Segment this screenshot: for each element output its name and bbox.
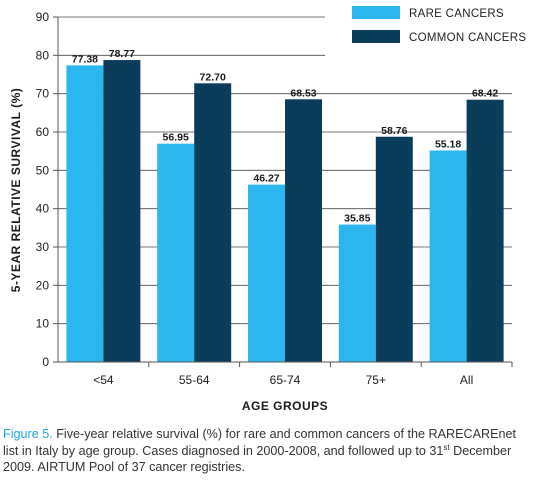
bars — [66, 60, 503, 362]
x-tick-label: 65-74 — [270, 373, 301, 387]
y-tick-label: 40 — [36, 202, 50, 216]
bar-common — [376, 137, 413, 362]
y-tick-label: 60 — [36, 125, 50, 139]
y-tick-labels: 0 10 20 30 40 50 60 70 80 90 — [36, 10, 50, 369]
y-tick-label: 70 — [36, 87, 50, 101]
y-tick-label: 90 — [36, 10, 50, 24]
data-label: 72.70 — [200, 71, 226, 83]
data-label: 46.27 — [253, 173, 279, 185]
bar-common — [285, 99, 322, 362]
data-label: 78.77 — [109, 48, 135, 60]
bar-common — [103, 60, 140, 362]
y-tick-label: 0 — [42, 355, 49, 369]
bar-chart: 77.38 78.77 56.95 72.70 46.27 68.53 35.85 58.76… — [0, 0, 550, 420]
x-tick-label: 55-64 — [179, 373, 210, 387]
bar-common — [467, 100, 504, 362]
x-tick-label: 75+ — [366, 373, 386, 387]
legend-label-rare: RARE CANCERS — [409, 8, 504, 20]
x-axis-title: AGE GROUPS — [242, 399, 328, 413]
bar-rare — [248, 185, 285, 362]
y-tick-label: 30 — [36, 240, 50, 254]
data-label: 77.38 — [72, 53, 98, 65]
legend-label-common: COMMON CANCERS — [409, 32, 526, 44]
legend-swatch-common — [352, 30, 400, 43]
x-tick-label: <54 — [93, 373, 114, 387]
y-tick-label: 10 — [36, 317, 50, 331]
bar-rare — [66, 65, 103, 362]
caption-line-3: 2009. AIRTUM Pool of 37 cancer registrie… — [3, 460, 245, 474]
data-label: 55.18 — [435, 138, 461, 150]
y-tick-label: 50 — [36, 163, 50, 177]
y-axis-title: 5-YEAR RELATIVE SURVIVAL (%) — [9, 88, 23, 292]
x-tick-labels: <54 55-64 65-74 75+ All — [93, 362, 512, 387]
data-label: 56.95 — [163, 132, 189, 144]
data-label: 68.42 — [472, 88, 498, 100]
caption-line-2a: list in Italy by age group. Cases diagno… — [3, 444, 443, 458]
data-label: 68.53 — [290, 87, 316, 99]
bar-rare — [430, 150, 467, 362]
caption-line-1: Five-year relative survival (%) for rare… — [56, 427, 516, 441]
y-tick-label: 20 — [36, 278, 50, 292]
figure-caption: Figure 5. Five-year relative survival (%… — [3, 426, 548, 476]
bar-rare — [339, 225, 376, 362]
caption-line-2b: December — [450, 444, 512, 458]
legend-swatch-rare — [352, 6, 400, 19]
y-tick-label: 80 — [36, 48, 50, 62]
legend: RARE CANCERS COMMON CANCERS — [352, 6, 526, 44]
data-label: 58.76 — [381, 125, 407, 137]
data-label: 35.85 — [344, 213, 370, 225]
bar-rare — [157, 144, 194, 362]
figure-label: Figure 5. — [3, 427, 53, 441]
x-tick-label: All — [460, 373, 473, 387]
bar-common — [194, 83, 231, 362]
